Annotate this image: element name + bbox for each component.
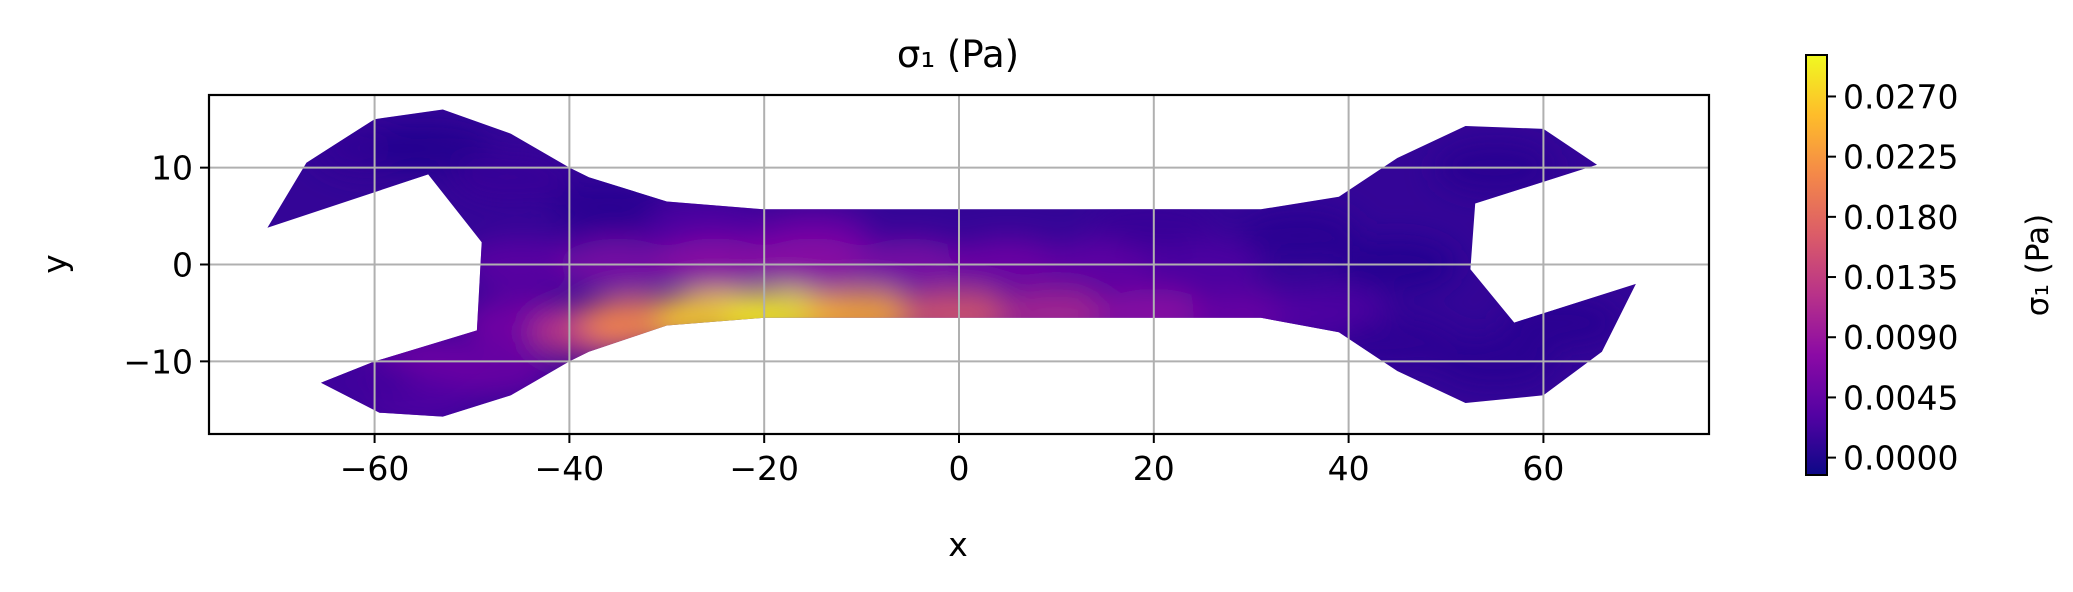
- x-tick-label: 60: [1522, 449, 1564, 488]
- colorbar-tick-label: 0.0180: [1843, 198, 1958, 237]
- y-tick-label: −10: [123, 342, 193, 381]
- x-tick-label: −60: [340, 449, 410, 488]
- colorbar-tick-label: 0.0000: [1843, 439, 1958, 478]
- colorbar-gradient: [1805, 54, 1828, 476]
- chart-title: σ₁ (Pa): [897, 33, 1019, 76]
- x-tick-label: −20: [729, 449, 799, 488]
- field-sample: [450, 151, 571, 204]
- field-sample: [431, 345, 552, 398]
- x-tick-label: 40: [1328, 449, 1370, 488]
- colorbar-tick-label: 0.0045: [1843, 378, 1958, 417]
- y-tick-label: 10: [151, 149, 193, 188]
- x-tick-label: 20: [1133, 449, 1175, 488]
- colorbar-tick-label: 0.0090: [1843, 318, 1958, 357]
- colorbar-tick-label: 0.0225: [1843, 138, 1958, 177]
- colorbar: 0.0000 0.0045 0.0090 0.0135 0.0180 0.0225 0.02…: [1805, 54, 2056, 478]
- field-sample: [1239, 209, 1360, 262]
- field-sample: [373, 122, 494, 175]
- x-axis-label: x: [948, 525, 968, 564]
- colorbar-tick-label: 0.0135: [1843, 258, 1958, 297]
- y-axis-label: y: [35, 254, 74, 274]
- x-axis-ticks: −60 −40 −20 0 20 40 60: [340, 434, 1564, 488]
- plot-area: −60 −40 −20 0 20 40 60 10 0 −10: [123, 93, 1711, 488]
- field-sample: [645, 199, 766, 252]
- colorbar-ticks: 0.0000 0.0045 0.0090 0.0135 0.0180 0.0225 0.02…: [1827, 77, 1958, 478]
- y-axis-ticks: 10 0 −10: [123, 149, 209, 381]
- grid-lines: [209, 95, 1709, 434]
- field-sample: [548, 180, 669, 233]
- x-tick-label: 0: [949, 449, 970, 488]
- colorbar-label: σ₁ (Pa): [2020, 214, 2056, 316]
- colorbar-tick-label: 0.0270: [1843, 77, 1958, 116]
- x-tick-label: −40: [535, 449, 605, 488]
- y-tick-label: 0: [172, 246, 193, 285]
